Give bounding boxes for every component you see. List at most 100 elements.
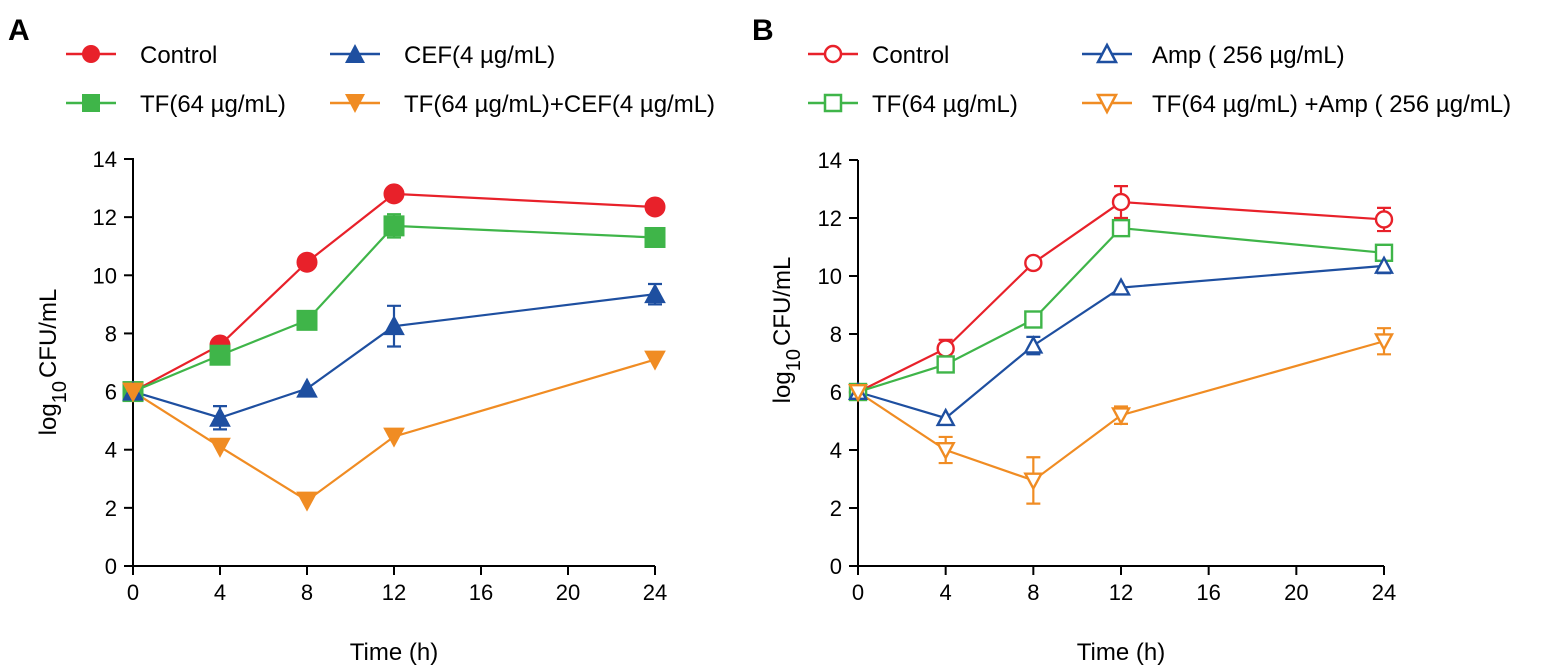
legend-a-item-2: CEF(4 µg/mL) xyxy=(330,42,555,69)
data-point-a-1-2 xyxy=(296,309,318,331)
y-tick-label-b-0: 0 xyxy=(830,554,842,579)
legend-a-label-3: TF(64 µg/mL)+CEF(4 µg/mL) xyxy=(404,91,715,118)
y-tick-label-a-1: 2 xyxy=(105,496,117,521)
data-point-a-0-3 xyxy=(383,183,405,205)
y-tick-label-a-0: 0 xyxy=(105,554,117,579)
data-point-a-1-3 xyxy=(383,215,405,237)
x-tick-label-b-1: 4 xyxy=(940,580,952,605)
x-tick-label-b-6: 24 xyxy=(1372,580,1396,605)
data-point-a-3-4 xyxy=(644,350,666,371)
legend-marker-square-icon xyxy=(82,94,100,112)
legend-a-label-2: CEF(4 µg/mL) xyxy=(404,42,555,69)
legend-marker-open-circle-icon xyxy=(823,44,843,64)
data-point-a-1-4 xyxy=(644,226,666,248)
legend-marker-circle-icon xyxy=(82,45,100,63)
y-tick-label-b-3: 6 xyxy=(830,380,842,405)
panel-label-b: B xyxy=(752,14,774,47)
legend-marker-open-triangle-up-icon xyxy=(1095,42,1119,64)
y-tick-label-b-6: 12 xyxy=(818,206,842,231)
x-tick-label-b-2: 8 xyxy=(1027,580,1039,605)
y-tick-label-b-5: 10 xyxy=(818,264,842,289)
legend-a-item-0: Control xyxy=(66,42,217,69)
y-tick-label-b-4: 8 xyxy=(830,322,842,347)
y-tick-label-a-6: 12 xyxy=(93,205,117,230)
x-tick-label-a-0: 0 xyxy=(127,580,139,605)
data-point-a-3-3 xyxy=(383,427,405,448)
data-point-b-3-1 xyxy=(935,442,956,461)
data-point-a-1-1 xyxy=(209,344,231,366)
y-axis-label-a: log10 CFU/mL xyxy=(35,289,71,436)
data-point-b-0-2 xyxy=(1024,253,1043,273)
legend-b-item-1: TF(64 µg/mL) xyxy=(808,91,1018,118)
y-tick-label-b-2: 4 xyxy=(830,438,842,463)
x-tick-label-a-4: 16 xyxy=(469,580,493,605)
legend-marker-open-square-icon xyxy=(823,93,843,113)
x-tick-label-a-3: 12 xyxy=(382,580,406,605)
data-point-a-3-0 xyxy=(122,382,144,403)
x-tick-label-b-3: 12 xyxy=(1109,580,1133,605)
legend-a-item-3: TF(64 µg/mL)+CEF(4 µg/mL) xyxy=(330,91,715,118)
data-point-a-3-1 xyxy=(209,437,231,458)
y-axis-label-a-rest: CFU/mL xyxy=(35,289,62,378)
x-axis-label-b: Time (h) xyxy=(1077,639,1165,666)
legend-a-item-1: TF(64 µg/mL) xyxy=(66,91,286,118)
x-axis-label-a: Time (h) xyxy=(350,639,438,666)
data-point-b-3-2 xyxy=(1023,472,1044,491)
y-tick-label-a-4: 8 xyxy=(105,321,117,346)
legend-a-label-1: TF(64 µg/mL) xyxy=(140,91,286,118)
y-axis-label-a-sub: 10 xyxy=(49,381,71,403)
data-point-b-0-4 xyxy=(1374,210,1394,229)
data-point-a-3-2 xyxy=(296,491,318,512)
legend-marker-open-triangle-down-icon xyxy=(1095,93,1119,115)
data-point-b-1-2 xyxy=(1024,310,1043,329)
data-point-b-3-0 xyxy=(847,384,869,403)
x-tick-label-b-0: 0 xyxy=(852,580,864,605)
data-point-b-0-3 xyxy=(1111,192,1131,212)
y-axis-label-a-log: log xyxy=(35,403,62,435)
legend-b-label-3: TF(64 µg/mL) +Amp ( 256 µg/mL) xyxy=(1152,91,1511,118)
y-axis-label-b-log: log xyxy=(769,371,796,403)
legend-b-item-2: Amp ( 256 µg/mL) xyxy=(1082,42,1345,69)
legend-marker-triangle-down-icon xyxy=(345,94,365,113)
x-tick-label-a-6: 24 xyxy=(643,580,667,605)
y-tick-label-a-5: 10 xyxy=(93,263,117,288)
x-tick-label-b-5: 20 xyxy=(1284,580,1308,605)
data-point-a-2-3 xyxy=(383,315,405,336)
data-point-b-3-3 xyxy=(1110,407,1132,426)
legend-b-item-3: TF(64 µg/mL) +Amp ( 256 µg/mL) xyxy=(1082,91,1511,118)
data-point-b-2-1 xyxy=(935,407,956,427)
plot-area-b xyxy=(847,185,1395,505)
data-point-a-0-2 xyxy=(296,251,318,273)
panel-b: B Control TF(64 µg/mL) Amp ( 256 µg/mL) xyxy=(752,14,1511,666)
data-point-a-2-1 xyxy=(209,406,231,427)
x-tick-label-a-5: 20 xyxy=(556,580,580,605)
data-point-b-0-1 xyxy=(936,339,955,358)
y-axis-label-b: log10 CFU/mL xyxy=(769,257,805,404)
y-axis-label-b-sub: 10 xyxy=(783,349,805,371)
y-tick-label-a-7: 14 xyxy=(93,147,117,172)
x-tick-label-a-1: 4 xyxy=(214,580,226,605)
legend-b-item-0: Control xyxy=(808,42,949,69)
data-point-b-1-1 xyxy=(936,355,955,374)
y-axis-label-b-rest: CFU/mL xyxy=(769,257,796,346)
panel-label-a: A xyxy=(8,14,30,47)
data-point-b-3-4 xyxy=(1373,333,1395,352)
legend-marker-triangle-up-icon xyxy=(345,44,365,63)
data-point-b-2-3 xyxy=(1110,277,1132,296)
data-point-a-0-4 xyxy=(644,196,666,218)
data-point-a-2-4 xyxy=(644,283,666,304)
x-tick-label-a-2: 8 xyxy=(301,580,313,605)
y-tick-label-b-1: 2 xyxy=(830,496,842,521)
plot-area-a xyxy=(122,183,666,512)
y-tick-label-b-7: 14 xyxy=(818,148,842,173)
legend-b: Control TF(64 µg/mL) Amp ( 256 µg/mL) TF… xyxy=(808,42,1511,118)
data-point-b-2-2 xyxy=(1023,335,1044,354)
y-tick-label-a-3: 6 xyxy=(105,380,117,405)
legend-b-label-2: Amp ( 256 µg/mL) xyxy=(1152,42,1345,69)
x-tick-label-b-4: 16 xyxy=(1196,580,1220,605)
